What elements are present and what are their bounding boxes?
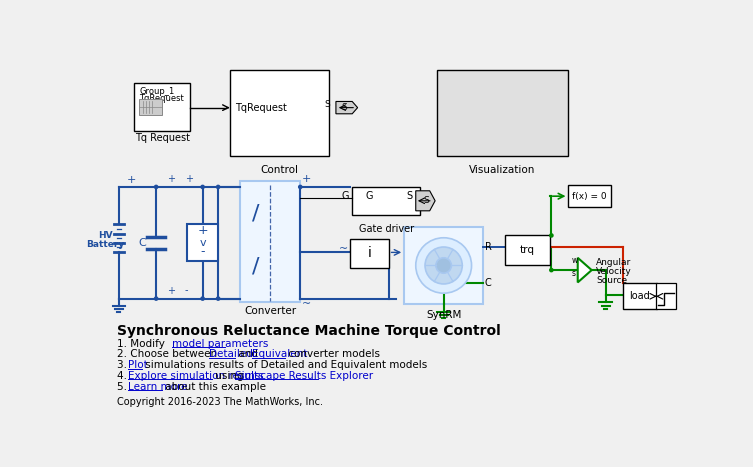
Circle shape [436, 258, 451, 273]
Text: 2. Choose between: 2. Choose between [117, 349, 221, 360]
Circle shape [200, 184, 205, 189]
Text: w: w [572, 255, 578, 265]
Circle shape [416, 238, 471, 293]
Text: model parameters: model parameters [172, 339, 268, 349]
Text: f(x) = 0: f(x) = 0 [572, 191, 607, 201]
Bar [404, 227, 483, 304]
Text: Group_1: Group_1 [139, 87, 175, 96]
Text: C: C [485, 278, 492, 288]
Text: Angular: Angular [596, 258, 632, 267]
Text: +: + [302, 174, 311, 184]
Text: and: and [236, 349, 261, 360]
Text: S: S [325, 100, 330, 109]
Circle shape [425, 247, 462, 284]
Text: simulations results of Detailed and Equivalent models: simulations results of Detailed and Equi… [142, 360, 427, 370]
Text: Simscape Results Explorer: Simscape Results Explorer [235, 371, 373, 381]
Text: Learn more: Learn more [128, 382, 187, 392]
Text: Tq Request: Tq Request [135, 133, 190, 143]
Text: 3.: 3. [117, 360, 130, 370]
Text: +: + [167, 285, 175, 296]
Bar [656, 283, 676, 309]
Bar [505, 235, 550, 265]
Bar [437, 70, 568, 156]
Text: Explore simulation results: Explore simulation results [128, 371, 264, 381]
Bar [569, 185, 611, 207]
Circle shape [549, 268, 553, 272]
Text: +: + [127, 175, 136, 184]
Circle shape [200, 296, 205, 301]
Text: R: R [485, 242, 492, 252]
Text: about this example: about this example [162, 382, 266, 392]
Text: /: / [252, 256, 260, 276]
Bar [352, 187, 420, 215]
Bar [135, 83, 191, 131]
Polygon shape [416, 191, 435, 211]
Text: Plot: Plot [128, 360, 148, 370]
Text: converter models: converter models [285, 349, 380, 360]
Circle shape [154, 296, 158, 301]
Bar [139, 99, 163, 114]
Text: TqRequest: TqRequest [139, 94, 184, 103]
Text: ~: ~ [339, 243, 349, 254]
Circle shape [154, 184, 158, 189]
Circle shape [549, 233, 553, 238]
Text: ~: ~ [302, 299, 311, 309]
Text: S: S [342, 103, 347, 112]
Circle shape [216, 296, 221, 301]
Circle shape [216, 184, 221, 189]
Text: Battery: Battery [86, 240, 124, 249]
Text: -: - [200, 246, 205, 259]
Text: SynRM: SynRM [426, 310, 462, 320]
Text: Copyright 2016-2023 The MathWorks, Inc.: Copyright 2016-2023 The MathWorks, Inc. [117, 397, 323, 407]
Circle shape [298, 184, 303, 189]
Text: v: v [200, 238, 206, 248]
Text: G: G [365, 191, 373, 201]
Text: Source: Source [596, 276, 627, 285]
Text: Detailed: Detailed [209, 349, 253, 360]
Text: Control: Control [261, 165, 298, 176]
Text: 5.: 5. [117, 382, 130, 392]
Bar [350, 239, 389, 268]
Text: Velocity: Velocity [596, 267, 632, 276]
Text: +: + [197, 224, 208, 237]
Text: G: G [341, 191, 349, 201]
Text: s: s [572, 269, 575, 278]
Text: +: + [184, 174, 193, 184]
Text: Equivalent: Equivalent [252, 349, 307, 360]
Text: C: C [139, 238, 146, 248]
Text: S: S [423, 196, 428, 205]
Text: load: load [630, 291, 650, 301]
Bar [623, 283, 657, 309]
Text: TqRequest: TqRequest [235, 103, 287, 113]
Text: Converter: Converter [244, 306, 296, 316]
Text: Gate driver: Gate driver [358, 224, 414, 234]
Text: S: S [407, 191, 413, 201]
Polygon shape [578, 258, 592, 283]
Text: HV: HV [98, 231, 112, 240]
Text: i: i [367, 246, 371, 260]
Bar [187, 224, 218, 261]
Text: +: + [167, 174, 175, 184]
Text: trq: trq [520, 245, 535, 255]
Polygon shape [336, 101, 358, 114]
Text: -: - [184, 285, 188, 296]
Text: Synchronous Reluctance Machine Torque Control: Synchronous Reluctance Machine Torque Co… [117, 324, 501, 338]
Text: /: / [252, 204, 260, 224]
Bar [239, 181, 300, 303]
Text: Visualization: Visualization [469, 165, 535, 176]
Text: 1. Modify: 1. Modify [117, 339, 169, 349]
Text: using: using [212, 371, 246, 381]
Text: 4.: 4. [117, 371, 130, 381]
Bar [230, 70, 329, 156]
